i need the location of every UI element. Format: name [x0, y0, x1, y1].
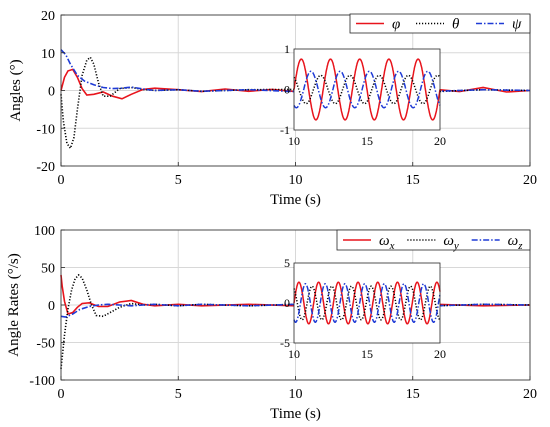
inset-y-tick-label: 5 [284, 256, 290, 270]
inset-x-tick-label: 20 [434, 134, 446, 148]
inset-frame [293, 48, 441, 131]
y-tick-label: -50 [36, 337, 55, 352]
inset-x-tick-label: 15 [361, 347, 373, 361]
y-tick-label: 10 [41, 47, 55, 62]
inset-zoom: 10 15 20 -1 0 1 [280, 42, 446, 148]
legend-label: ψ [512, 17, 522, 33]
inset-x-tick-label: 10 [288, 347, 300, 361]
series-line [60, 56, 531, 151]
x-tick-label: 20 [523, 173, 537, 188]
inset-zoom: 10 15 20 -5 0 5 [280, 256, 446, 361]
y-tick-label: -100 [29, 374, 55, 389]
x-tick-label: 10 [289, 173, 303, 188]
inset-series-line [293, 283, 441, 323]
y-tick-label: 100 [34, 224, 55, 239]
inset-y-tick-label: -1 [280, 123, 290, 137]
x-tick-label: 15 [406, 173, 420, 188]
x-tick-label: 10 [289, 387, 303, 402]
y-tick-label: -10 [36, 122, 55, 137]
y-tick-label: 20 [41, 9, 55, 24]
x-axis-label: Time (s) [270, 192, 321, 208]
inset-y-tick-label: 0 [284, 296, 290, 310]
x-tick-label: 20 [523, 387, 537, 402]
x-tick-label: 0 [58, 387, 65, 402]
inset-x-tick-label: 20 [434, 347, 446, 361]
y-axis-label: Angles (°) [8, 59, 24, 121]
inset-x-tick-label: 15 [361, 134, 373, 148]
inset-y-tick-label: 0 [284, 83, 290, 97]
y-tick-label: -20 [36, 160, 55, 175]
y-tick-label: 0 [48, 299, 55, 314]
y-tick-label: 50 [41, 262, 55, 277]
legend: ωx ωy ωz [336, 229, 531, 252]
inset-frame [293, 262, 441, 344]
inset-series-line [293, 281, 441, 325]
inset-series-line [293, 74, 441, 105]
inset-series-line [293, 58, 441, 121]
x-tick-label: 15 [406, 387, 420, 402]
inset-y-tick-label: -5 [280, 336, 290, 350]
legend-label: φ [392, 17, 400, 33]
inset-x-tick-label: 10 [288, 134, 300, 148]
x-tick-label: 5 [175, 173, 182, 188]
inset-y-tick-label: 1 [284, 42, 290, 56]
legend-label: θ [452, 17, 460, 33]
x-tick-label: 5 [175, 387, 182, 402]
x-axis-label: Time (s) [270, 406, 321, 422]
y-axis-label: Angle Rates (°/s) [6, 253, 22, 356]
y-tick-label: 0 [48, 85, 55, 100]
series-line [60, 273, 531, 369]
x-tick-label: 0 [58, 173, 65, 188]
legend-box [336, 229, 531, 251]
